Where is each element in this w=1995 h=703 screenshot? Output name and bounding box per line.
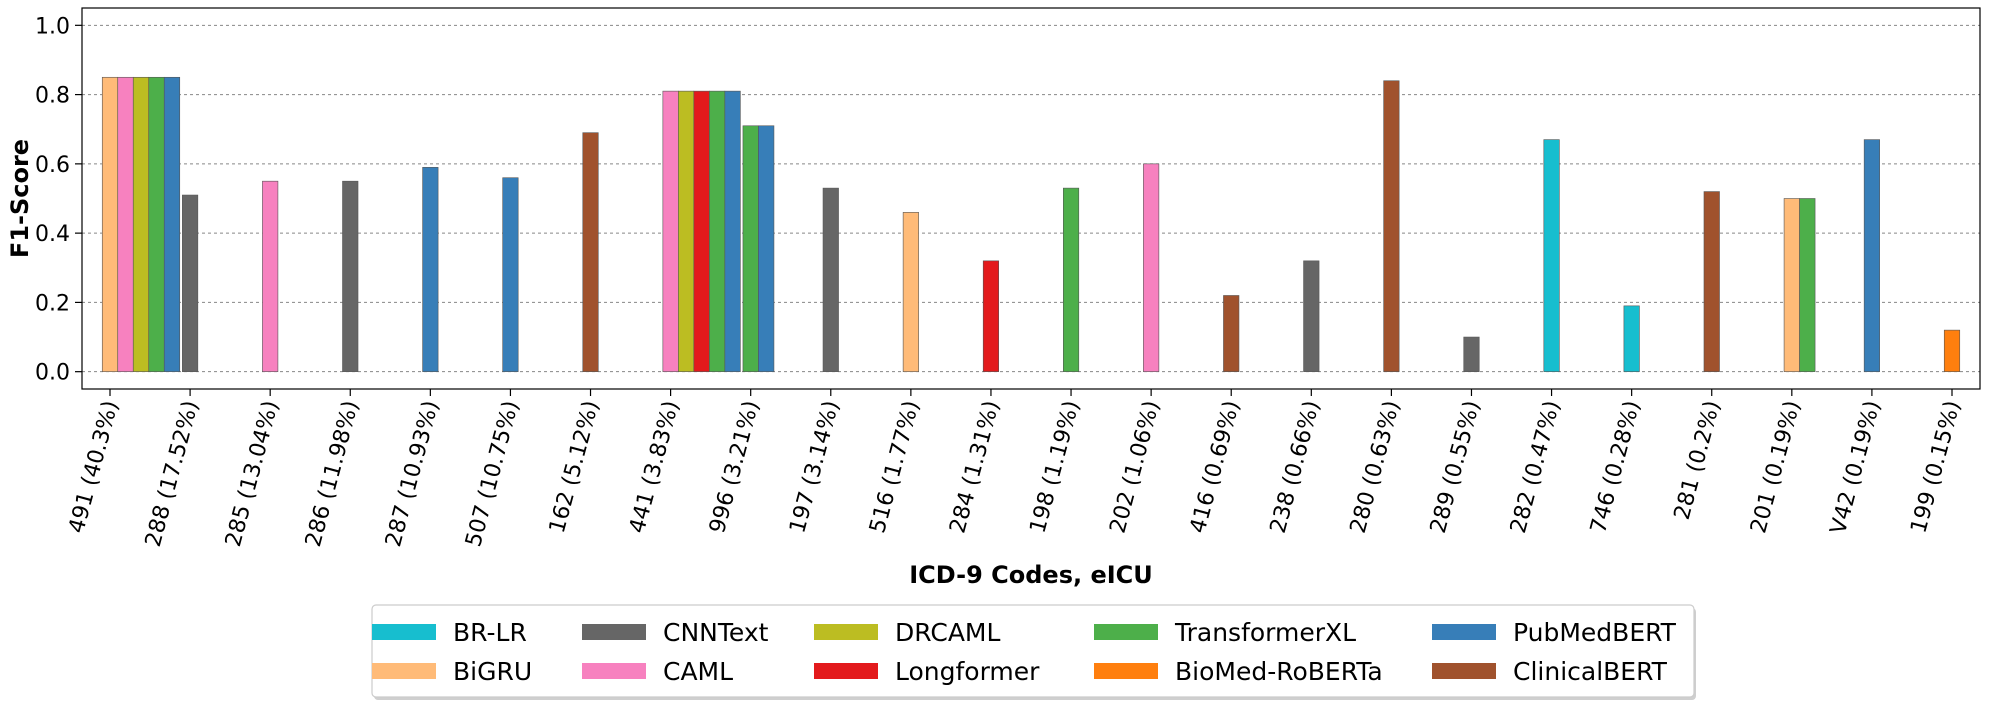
legend-label: TransformerXL xyxy=(1174,618,1356,647)
legend-swatch xyxy=(814,663,878,679)
bar-transformerxl-491 xyxy=(148,76,165,372)
legend-item-cnntext: CNNText xyxy=(582,618,769,647)
bar-pubmedbert-287 xyxy=(422,167,439,372)
legend-label: BiGRU xyxy=(453,657,532,686)
bar-biomed-roberta-199 xyxy=(1943,329,1961,372)
legend-swatch xyxy=(1432,663,1496,679)
legend-swatch xyxy=(1094,624,1158,640)
bar-caml-285 xyxy=(262,180,279,372)
legend-label: ClinicalBERT xyxy=(1513,657,1668,686)
legend-item-clinicalbert: ClinicalBERT xyxy=(1432,657,1668,686)
legend-label: DRCAML xyxy=(895,618,1001,647)
plot-frame xyxy=(81,7,1981,390)
y-tick-label: 0.6 xyxy=(35,153,70,178)
legend: BR-LR BiGRU CNNText CAML DRCAML Longformer Tra… xyxy=(371,604,1696,700)
bar-br-lr-746 xyxy=(1623,305,1640,372)
legend-swatch xyxy=(582,663,646,679)
y-gridlines xyxy=(82,24,1980,373)
bar-pubmedbert-507 xyxy=(502,177,519,372)
legend-label: Longformer xyxy=(895,657,1040,686)
legend-item-biomed-roberta: BioMed-RoBERTa xyxy=(1094,657,1383,686)
y-tick-label: 0.8 xyxy=(35,84,70,109)
y-tick-label: 0.4 xyxy=(35,222,70,247)
y-tick-label: 1.0 xyxy=(35,14,70,39)
legend-swatch xyxy=(372,663,436,679)
bar-clinicalbert-280 xyxy=(1383,80,1400,372)
bar-cnntext-286 xyxy=(342,180,359,372)
legend-item-bigru: BiGRU xyxy=(372,657,532,686)
bar-cnntext-289 xyxy=(1463,336,1480,372)
bar-caml-202 xyxy=(1143,163,1160,372)
legend-box xyxy=(371,604,1695,698)
bars xyxy=(101,76,1961,372)
legend-item-br-lr: BR-LR xyxy=(372,618,527,647)
bar-drcaml-491 xyxy=(132,76,150,372)
y-tick-label: 0.2 xyxy=(35,291,70,316)
bar-bigru-201 xyxy=(1783,198,1800,372)
y-tick-label: 0.0 xyxy=(35,361,70,386)
bar-transformerxl-198 xyxy=(1062,187,1080,372)
bar-pubmedbert-441 xyxy=(724,90,741,372)
legend-label: CAML xyxy=(663,657,733,686)
legend-item-pubmedbert: PubMedBERT xyxy=(1432,618,1677,647)
x-axis-label: ICD-9 Codes, eICU xyxy=(909,561,1153,589)
y-axis-ticks: 0.0 0.2 0.4 0.6 0.8 1.0 xyxy=(35,14,82,386)
bar-br-lr-282 xyxy=(1543,139,1560,372)
legend-label: PubMedBERT xyxy=(1513,618,1677,647)
legend-item-longformer: Longformer xyxy=(814,657,1040,686)
legend-label: BioMed-RoBERTa xyxy=(1175,657,1383,686)
bar-clinicalbert-162 xyxy=(582,132,599,372)
bar-transformerxl-441 xyxy=(709,90,726,372)
legend-swatch xyxy=(1432,624,1496,640)
legend-swatch xyxy=(1094,663,1158,679)
y-axis-label: F1-Score xyxy=(6,139,34,258)
bar-drcaml-441 xyxy=(678,90,695,372)
bar-pubmedbert-491 xyxy=(163,76,181,372)
legend-swatch xyxy=(814,624,878,640)
legend-swatch xyxy=(372,624,436,640)
legend-label: BR-LR xyxy=(453,618,527,647)
legend-swatch xyxy=(582,624,646,640)
bar-caml-441 xyxy=(662,90,679,372)
bar-clinicalbert-416 xyxy=(1223,295,1240,372)
legend-item-drcaml: DRCAML xyxy=(814,618,1001,647)
bar-clinicalbert-281 xyxy=(1703,191,1720,372)
legend-item-transformerxl: TransformerXL xyxy=(1094,618,1356,647)
bar-bigru-516 xyxy=(902,212,919,372)
bar-longformer-441 xyxy=(693,90,710,372)
bar-pubmedbert-996 xyxy=(758,125,775,372)
bar-pubmedbert-v42 xyxy=(1863,139,1880,372)
legend-label: CNNText xyxy=(663,618,769,647)
bar-transformerxl-201 xyxy=(1799,198,1816,372)
bar-cnntext-288 xyxy=(182,194,199,372)
legend-item-caml: CAML xyxy=(582,657,733,686)
bar-caml-491 xyxy=(117,76,134,372)
bar-longformer-284 xyxy=(982,260,1000,372)
bar-bigru-491 xyxy=(101,76,119,372)
bar-cnntext-238 xyxy=(1303,260,1320,372)
bar-cnntext-197 xyxy=(822,187,839,372)
bar-transformerxl-996 xyxy=(742,125,759,372)
